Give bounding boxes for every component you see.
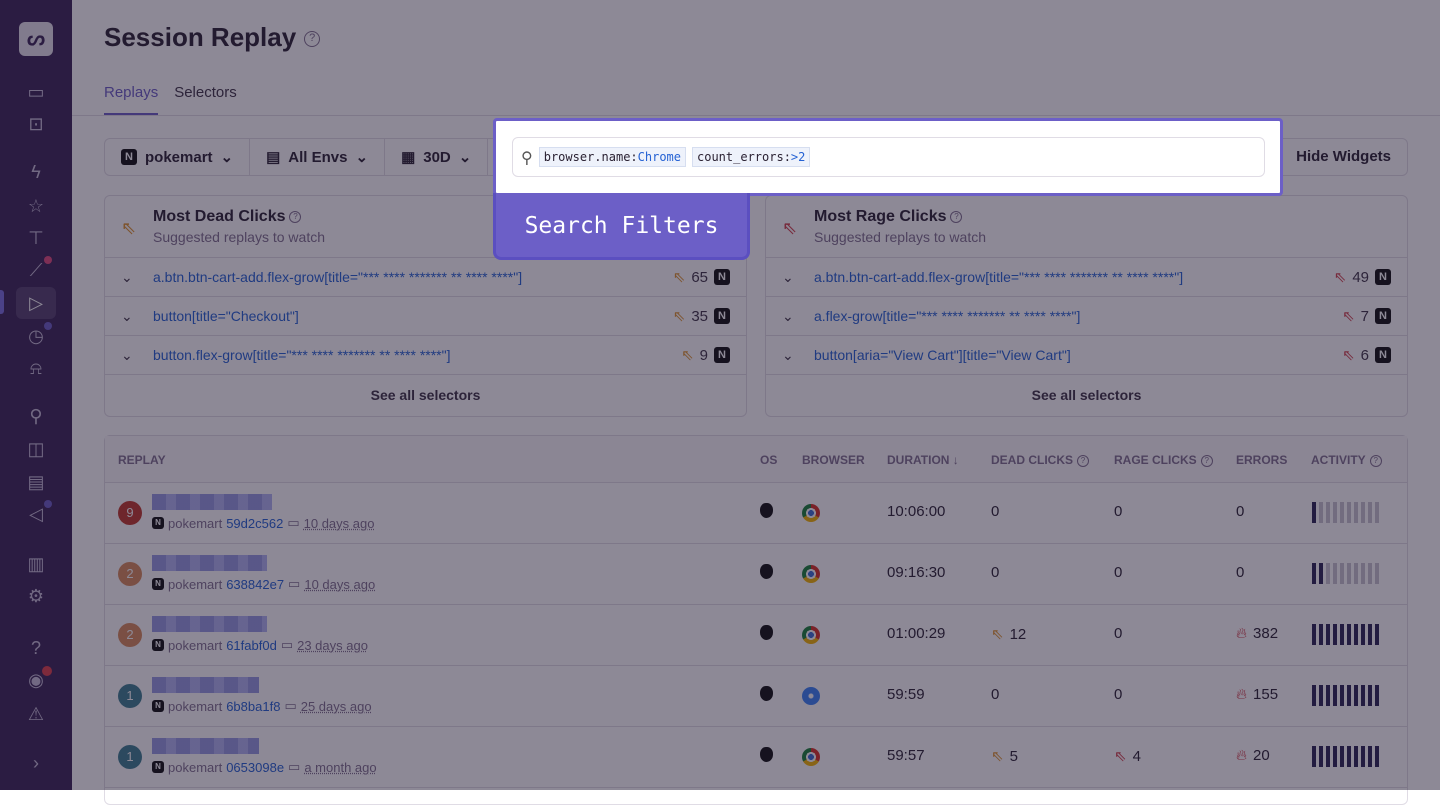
search-token[interactable]: browser.name:Chrome bbox=[538, 147, 686, 167]
token-value: >2 bbox=[790, 150, 806, 164]
search-token[interactable]: count_errors:>2 bbox=[692, 147, 811, 167]
token-key: browser.name: bbox=[543, 150, 638, 164]
search-icon: ⚲ bbox=[521, 147, 533, 167]
search-input[interactable]: ⚲ browser.name:Chrome count_errors:>2 bbox=[512, 137, 1265, 177]
callout-label: Search Filters bbox=[493, 193, 750, 260]
token-key: count_errors: bbox=[697, 150, 791, 164]
token-value: Chrome bbox=[637, 150, 681, 164]
search-highlight: ⚲ browser.name:Chrome count_errors:>2 bbox=[493, 118, 1283, 196]
